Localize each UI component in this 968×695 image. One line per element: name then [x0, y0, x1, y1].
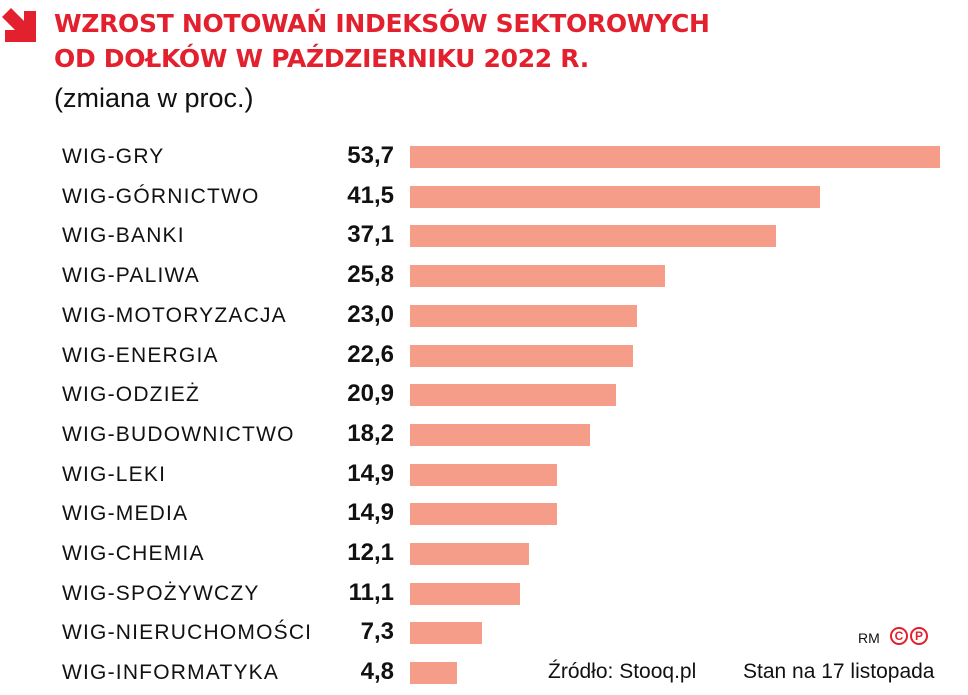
- bar-label: WIG-CHEMIA: [62, 542, 205, 565]
- bar: [410, 503, 557, 526]
- bar-value: 12,1: [347, 539, 394, 566]
- bar-label: WIG-SPOŻYWCZY: [62, 581, 260, 605]
- chart-subtitle: (zmiana w proc.): [54, 83, 254, 113]
- bar-value: 23,0: [347, 300, 394, 328]
- bar-label: WIG-BUDOWNICTWO: [62, 422, 295, 446]
- bar-value: 41,5: [347, 181, 394, 209]
- bar-row: WIG-BUDOWNICTWO 18,2: [0, 417, 968, 457]
- arrow-down-right-icon: [2, 8, 36, 42]
- bar-row: WIG-SPOŻYWCZY 11,1: [0, 576, 968, 616]
- bar-label: WIG-GÓRNICTWO: [62, 184, 260, 208]
- bar-row: WIG-ODZIEŻ 20,9: [0, 377, 968, 417]
- bar-value: 20,9: [347, 380, 394, 408]
- bar: [410, 344, 633, 367]
- bar-label: WIG-MEDIA: [62, 502, 189, 526]
- bar-label: WIG-ENERGIA: [62, 343, 219, 367]
- date-note: Stan na 17 listopada: [743, 660, 935, 683]
- bar-row: WIG-LEKI 14,9: [0, 457, 968, 497]
- bar: [410, 423, 590, 446]
- bar: [410, 225, 776, 248]
- bar-row: WIG-INFORMATYKA 4,8: [0, 655, 968, 695]
- bar-value: 37,1: [347, 221, 394, 249]
- bar-value: 4,8: [360, 658, 394, 686]
- bar-label: WIG-PALIWA: [62, 264, 200, 288]
- bar-value: 53,7: [347, 142, 394, 169]
- bar: [410, 265, 665, 288]
- bar-row: WIG-MOTORYZACJA 23,0: [0, 298, 968, 338]
- bar-label: WIG-NIERUCHOMOŚCI: [62, 621, 313, 645]
- bar-label: WIG-BANKI: [62, 224, 185, 248]
- bar-row: WIG-GRY 53,7: [0, 139, 968, 179]
- bar-value: 25,8: [347, 261, 394, 289]
- bar-value: 14,9: [347, 459, 394, 487]
- copyright-icon: C: [890, 627, 908, 645]
- bar: [410, 146, 940, 168]
- bar-row: WIG-CHEMIA 12,1: [0, 536, 968, 576]
- bar-row: WIG-PALIWA 25,8: [0, 258, 968, 298]
- bar: [410, 463, 557, 486]
- bar-label: WIG-ODZIEŻ: [62, 383, 200, 407]
- press-rights-icon: P: [910, 627, 928, 645]
- author-credit: RM: [858, 630, 880, 646]
- bar-value: 22,6: [347, 340, 394, 368]
- title-line-2: OD DOŁKÓW W PAŹDZIERNIKU 2022 R.: [54, 44, 589, 73]
- bar: [410, 304, 637, 327]
- bar: [410, 582, 520, 605]
- bar-row: WIG-NIERUCHOMOŚCI 7,3: [0, 615, 968, 655]
- title-line-1: WZROST NOTOWAŃ INDEKSÓW SEKTOROWYCH: [54, 9, 710, 38]
- bar-row: WIG-BANKI 37,1: [0, 218, 968, 258]
- bar: [410, 622, 482, 645]
- bar-value: 11,1: [348, 578, 394, 606]
- bar-value: 18,2: [347, 419, 394, 447]
- bar: [410, 662, 457, 685]
- chart-title: WZROST NOTOWAŃ INDEKSÓW SEKTOROWYCH OD D…: [54, 6, 710, 76]
- bar-value: 14,9: [347, 499, 394, 527]
- bar-row: WIG-GÓRNICTWO 41,5: [0, 179, 968, 219]
- bar-row: WIG-MEDIA 14,9: [0, 496, 968, 536]
- bar: [410, 384, 616, 407]
- bar-label: WIG-GRY: [62, 145, 165, 168]
- bar-label: WIG-LEKI: [62, 462, 167, 486]
- bar-label: WIG-INFORMATYKA: [62, 661, 280, 685]
- source-note: Źródło: Stooq.pl: [548, 660, 697, 683]
- bar-value: 7,3: [360, 618, 394, 646]
- bar: [410, 185, 820, 208]
- bar-label: WIG-MOTORYZACJA: [62, 303, 287, 327]
- bar-row: WIG-ENERGIA 22,6: [0, 338, 968, 378]
- bar: [410, 543, 529, 565]
